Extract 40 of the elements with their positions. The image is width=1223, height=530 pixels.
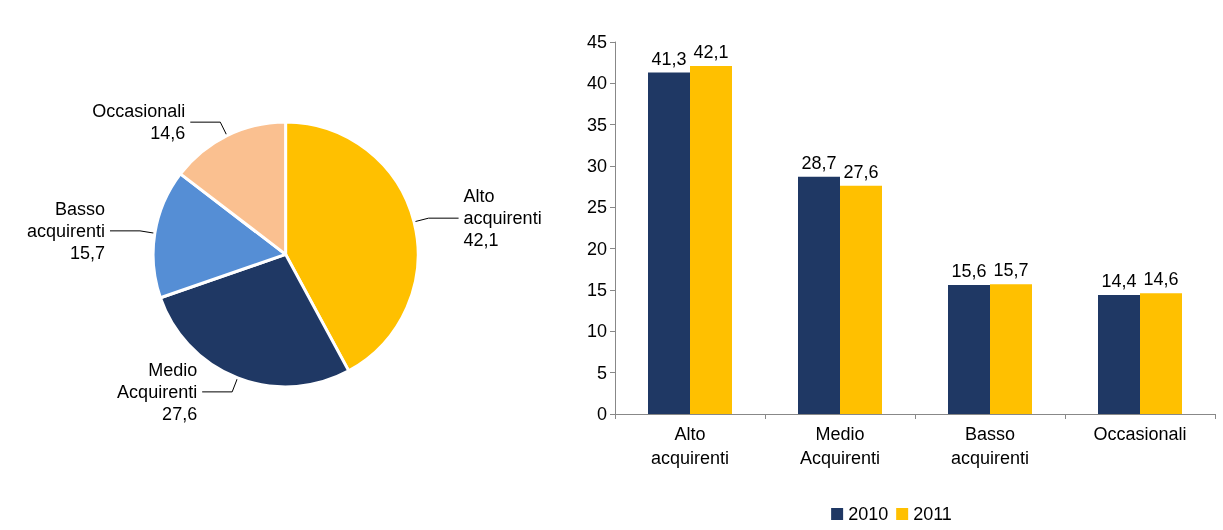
data-label: 14,6 — [150, 123, 186, 144]
x-tick-label: Occasionali — [1093, 424, 1187, 444]
data-label: 14,4 — [1101, 270, 1137, 291]
data-label: 15,7 — [69, 242, 105, 263]
y-tick-label: 40 — [586, 73, 607, 94]
bar — [690, 65, 732, 414]
legend-label: 2010 — [848, 504, 889, 524]
slice-label: Occasionali — [92, 101, 186, 122]
x-tick-label: Basso acquirenti — [950, 424, 1030, 468]
y-tick-label: 35 — [586, 114, 607, 135]
y-tick-label: 45 — [586, 32, 607, 52]
bar — [840, 185, 882, 414]
bar — [1140, 293, 1182, 414]
slice-label: Basso acquirenti — [26, 198, 105, 241]
data-label: 41,3 — [651, 48, 687, 69]
y-tick-label: 20 — [586, 238, 607, 259]
x-tick-label: Medio Acquirenti — [799, 424, 881, 468]
data-label: 42,1 — [693, 41, 729, 62]
slice-label: Medio Acquirenti — [117, 359, 198, 402]
slice-label: Alto acquirenti — [463, 186, 542, 229]
bar — [798, 176, 840, 414]
bar — [990, 284, 1032, 414]
bar — [648, 72, 690, 414]
data-label: 42,1 — [463, 230, 499, 251]
x-tick-label: Alto acquirenti — [650, 424, 730, 468]
bar — [1098, 294, 1140, 414]
y-tick-label: 5 — [596, 362, 607, 383]
y-tick-label: 0 — [596, 404, 607, 424]
legend-label: 2011 — [913, 504, 952, 524]
bar — [948, 285, 990, 414]
data-label: 27,6 — [843, 161, 879, 182]
y-tick-label: 30 — [586, 156, 607, 176]
data-label: 15,7 — [993, 260, 1029, 281]
y-tick-label: 10 — [586, 321, 607, 342]
data-label: 28,7 — [801, 152, 837, 173]
data-label: 14,6 — [1143, 269, 1179, 290]
y-tick-label: 25 — [586, 197, 607, 218]
y-tick-label: 15 — [586, 280, 607, 300]
data-label: 15,6 — [951, 261, 987, 282]
data-label: 27,6 — [162, 403, 198, 424]
